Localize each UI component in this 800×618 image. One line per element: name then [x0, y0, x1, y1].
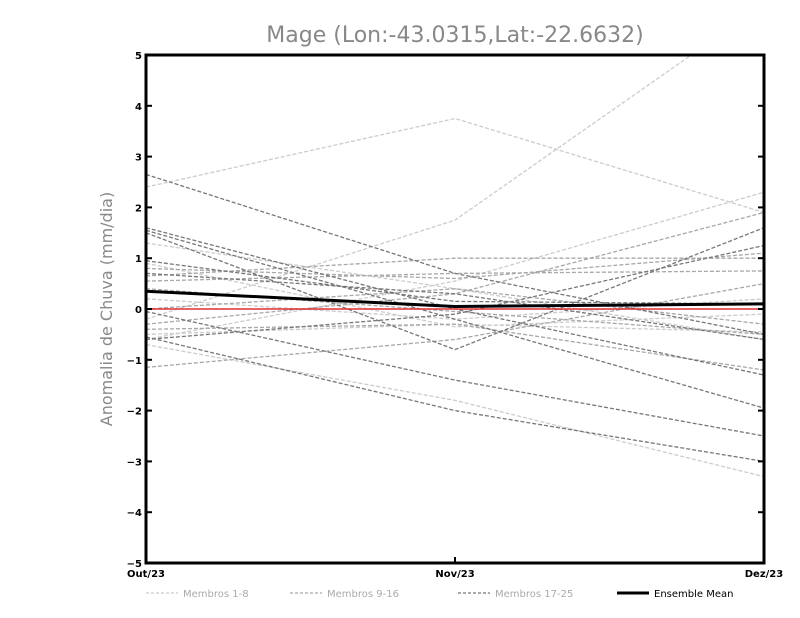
chart-title: Mage (Lon:-43.0315,Lat:-22.6632) [266, 23, 643, 48]
member-line-g2-3 [146, 257, 764, 277]
y-axis-label: Anomalia de Chuva (mm/dia) [97, 192, 116, 426]
y-tick-label: −1 [127, 356, 142, 367]
y-tick-label: 3 [135, 153, 142, 164]
x-tick-label: Nov/23 [435, 569, 474, 580]
y-tick-label: 5 [135, 51, 142, 62]
member-line-g1-6 [146, 343, 764, 478]
y-tick-label: −5 [127, 559, 142, 570]
member-line-g3-1 [146, 173, 764, 336]
member-line-g3-6 [146, 244, 764, 341]
member-line-g1-2 [146, 55, 693, 320]
member-line-g3-5 [146, 272, 764, 341]
x-tick-label: Out/23 [127, 569, 165, 580]
legend-label: Ensemble Mean [654, 589, 733, 600]
member-line-g3-7 [146, 310, 764, 437]
y-tick-label: 0 [135, 305, 142, 316]
legend-label: Membros 9-16 [327, 589, 399, 600]
member-line-g2-6 [146, 323, 764, 371]
member-line-g3-9 [146, 227, 764, 351]
x-tick-label: Dez/23 [745, 569, 784, 580]
member-line-g3-3 [146, 227, 764, 376]
y-ticks: 5 4 3 2 1 0 −1 −2 −3 −4 −5 [127, 51, 764, 570]
member-line-g2-2 [146, 211, 764, 325]
member-line-g3-2 [146, 229, 764, 409]
y-tick-label: −3 [127, 457, 142, 468]
member-line-g1-3 [146, 191, 764, 341]
y-tick-label: 4 [135, 102, 142, 113]
member-line-g1-7 [146, 262, 764, 328]
member-line-g2-7 [146, 288, 764, 325]
y-tick-label: 1 [135, 254, 142, 265]
ensemble-mean-line [146, 289, 764, 309]
y-tick-label: −4 [127, 508, 142, 519]
legend: Membros 1-8 Membros 9-16 Membros 17-25 Ense… [146, 589, 733, 600]
legend-label: Membros 17-25 [495, 589, 573, 600]
member-line-g3-8 [146, 336, 764, 463]
member-line-g3-4 [146, 260, 764, 305]
member-line-g2-4 [146, 282, 764, 369]
x-ticks: Out/23 Nov/23 Dez/23 [127, 557, 783, 580]
y-tick-label: −2 [127, 407, 142, 418]
y-tick-label: 2 [135, 203, 142, 214]
member-line-g1-1 [146, 117, 764, 214]
series-layer [146, 55, 764, 478]
legend-label: Membros 1-8 [183, 589, 249, 600]
